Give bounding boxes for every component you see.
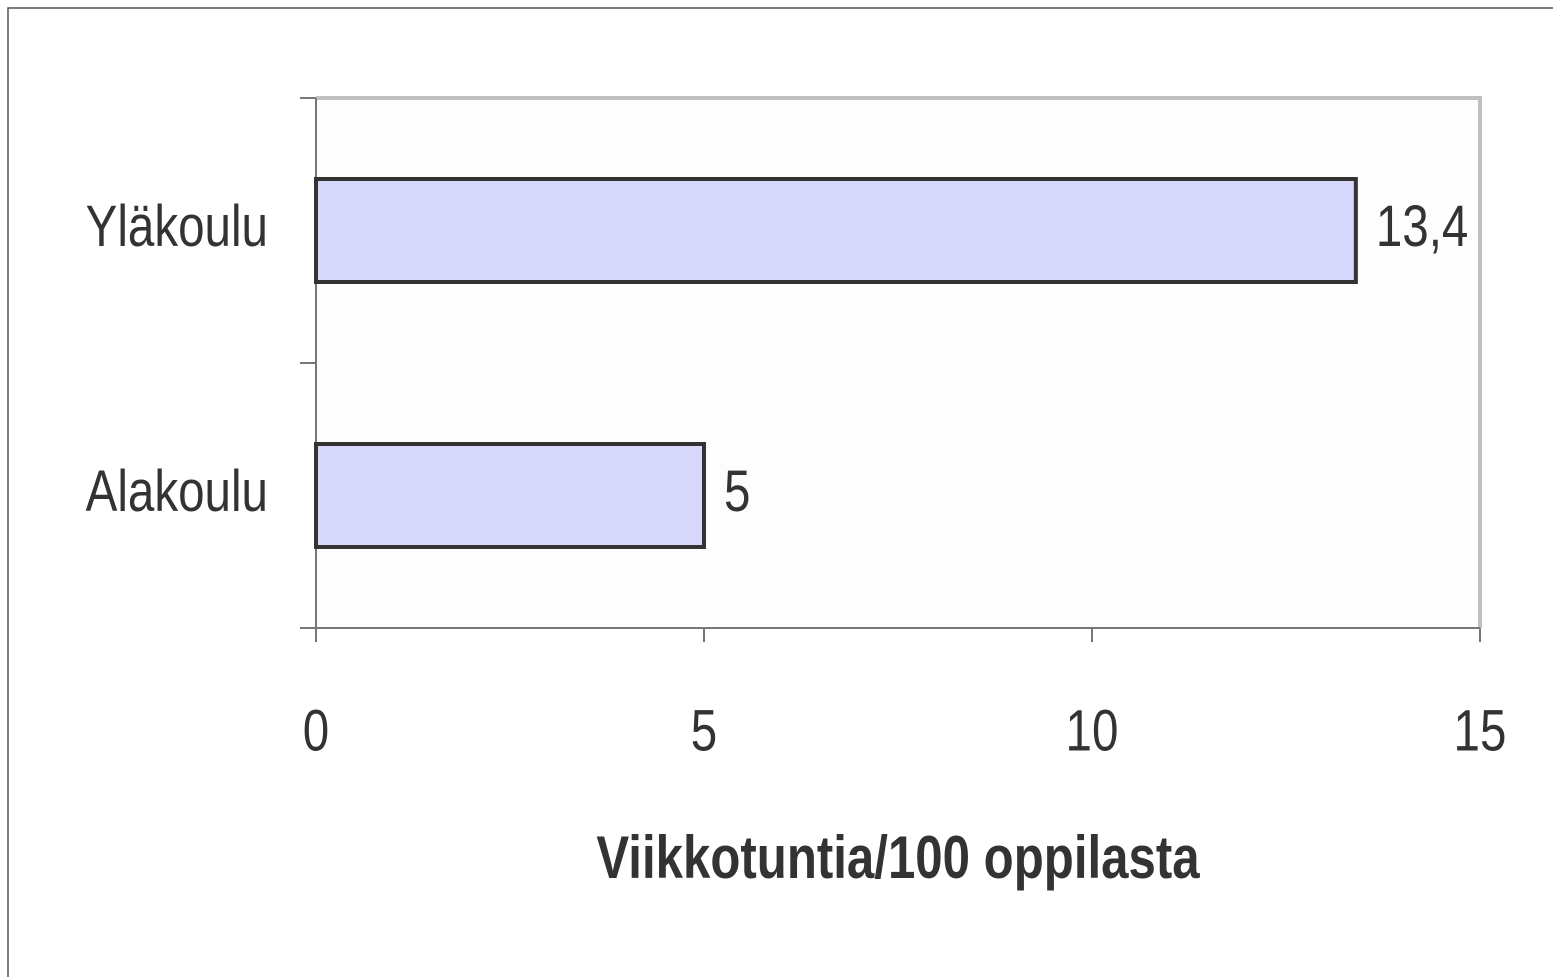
data-label: 13,4 — [1376, 194, 1469, 259]
x-tick-label: 5 — [691, 699, 717, 764]
y-tick-label: Yläkoulu — [86, 194, 268, 259]
bar — [314, 177, 1358, 284]
x-tick-label: 0 — [303, 699, 329, 764]
plot-border — [316, 96, 1482, 628]
data-label: 5 — [724, 459, 750, 524]
y-tick-label: Alakoulu — [86, 459, 268, 524]
x-tick-label: 10 — [1066, 699, 1119, 764]
x-tick-label: 15 — [1454, 699, 1507, 764]
x-axis-title: Viikkotuntia/100 oppilasta — [596, 823, 1200, 891]
bar — [314, 442, 706, 549]
